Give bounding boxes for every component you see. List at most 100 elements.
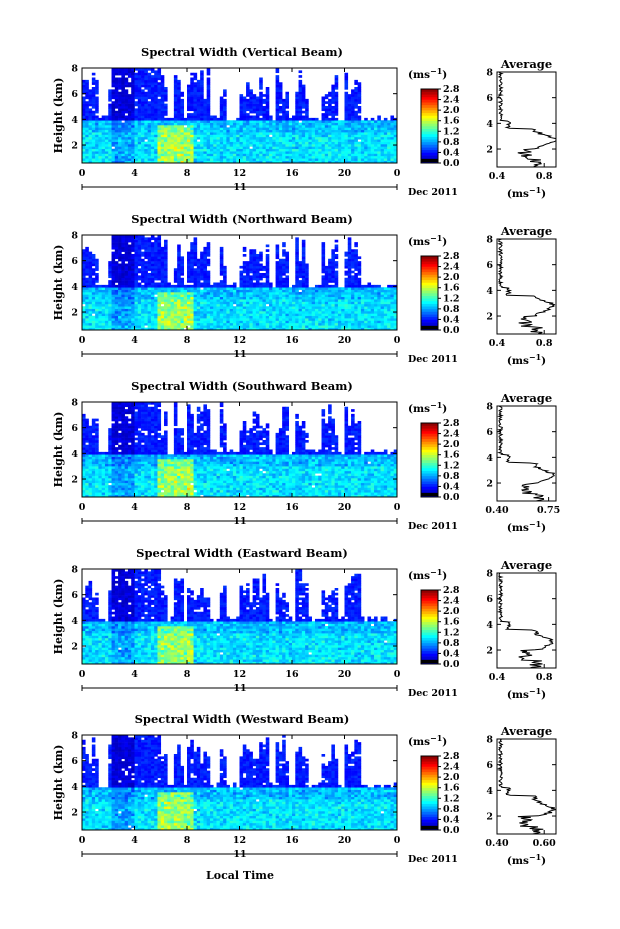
- heatmap-cell: [347, 134, 352, 138]
- heatmap-cell: [118, 242, 122, 245]
- heatmap-cell: [278, 311, 283, 314]
- heatmap-cell: [150, 127, 155, 131]
- heatmap-cell: [196, 144, 201, 147]
- heatmap-cell: [98, 160, 102, 164]
- heatmap-cell: [295, 322, 299, 326]
- heatmap-cell: [275, 246, 280, 250]
- heatmap-cell: [226, 325, 230, 328]
- heatmap-cell: [114, 249, 119, 252]
- heatmap-cell: [232, 146, 237, 150]
- heatmap-cell: [200, 136, 204, 140]
- heatmap-cell: [173, 268, 178, 271]
- heatmap-cell: [318, 132, 322, 135]
- heatmap-cell: [160, 246, 165, 250]
- heatmap-cell: [173, 89, 178, 93]
- heatmap-cell: [203, 287, 207, 290]
- heatmap-cell: [216, 160, 221, 164]
- heatmap-cell: [226, 155, 230, 159]
- heatmap-cell: [190, 318, 194, 321]
- heatmap-cell: [170, 153, 175, 157]
- heatmap-cell: [101, 318, 106, 321]
- heatmap-cell: [301, 306, 306, 309]
- heatmap-cell: [275, 268, 280, 271]
- heatmap-cell: [114, 242, 119, 245]
- heatmap-cell: [164, 125, 168, 128]
- heatmap-cell: [147, 273, 152, 276]
- heatmap-cell: [275, 256, 280, 260]
- heatmap-cell: [229, 132, 234, 135]
- heatmap-cell: [131, 94, 135, 97]
- colorbar-segment: [421, 118, 438, 122]
- heatmap-cell: [226, 132, 230, 135]
- heatmap-cell: [357, 122, 362, 126]
- heatmap-cell: [275, 103, 280, 107]
- heatmap-cell: [147, 306, 152, 309]
- heatmap-cell: [127, 94, 132, 97]
- heatmap-cell: [88, 273, 93, 276]
- heatmap-cell: [232, 139, 237, 142]
- heatmap-cell: [118, 101, 122, 104]
- heatmap-cell: [351, 141, 355, 145]
- heatmap-cell: [255, 277, 260, 281]
- heatmap-cell: [236, 117, 240, 121]
- heatmap-cell: [311, 125, 316, 128]
- heatmap-cell: [108, 261, 112, 264]
- heatmap-cell: [118, 87, 122, 90]
- heatmap-cell: [206, 261, 211, 264]
- heatmap-cell: [331, 117, 335, 121]
- heatmap-cell: [334, 120, 339, 123]
- heatmap-cell: [134, 79, 139, 83]
- heatmap-cell: [180, 141, 185, 145]
- heatmap-cell: [213, 120, 217, 123]
- heatmap-cell: [239, 270, 244, 274]
- heatmap-cell: [305, 153, 309, 157]
- heatmap-cell: [134, 308, 139, 312]
- heatmap-cell: [278, 282, 283, 286]
- heatmap-cell: [170, 292, 175, 295]
- heatmap-cell: [259, 106, 263, 109]
- heatmap-cell: [114, 77, 119, 81]
- heatmap-cell: [177, 322, 181, 326]
- x-tick-label: 4: [131, 168, 138, 179]
- heatmap-cell: [137, 320, 142, 324]
- heatmap-cell: [239, 110, 244, 114]
- heatmap-cell: [111, 244, 116, 248]
- heatmap-cell: [144, 72, 148, 76]
- heatmap-cell: [308, 132, 312, 135]
- heatmap-cell: [285, 254, 290, 257]
- heatmap-cell: [246, 134, 250, 138]
- heatmap-cell: [354, 91, 358, 95]
- heatmap-cell: [157, 237, 162, 241]
- heatmap-cell: [275, 96, 280, 100]
- heatmap-cell: [187, 299, 191, 302]
- heatmap-cell: [101, 117, 106, 121]
- heatmap-cell: [173, 84, 178, 88]
- heatmap-cell: [127, 294, 132, 298]
- heatmap-cell: [137, 301, 142, 305]
- heatmap-cell: [190, 151, 194, 154]
- heatmap-cell: [127, 301, 132, 305]
- heatmap-cell: [82, 313, 86, 317]
- colorbar-segment: [421, 144, 438, 148]
- heatmap-cell: [91, 134, 96, 138]
- heatmap-cell: [104, 129, 109, 133]
- heatmap-cell: [160, 318, 165, 321]
- heatmap-cell: [347, 98, 352, 102]
- heatmap-cell: [127, 315, 132, 319]
- heatmap-cell: [167, 148, 171, 152]
- heatmap-cell: [272, 303, 276, 307]
- heatmap-cell: [246, 122, 250, 126]
- heatmap-cell: [121, 146, 125, 150]
- heatmap-cell: [305, 141, 309, 145]
- heatmap-cell: [219, 98, 224, 102]
- heatmap-cell: [82, 251, 86, 255]
- heatmap-cell: [308, 292, 312, 295]
- heatmap-cell: [219, 110, 224, 114]
- heatmap-cell: [298, 106, 303, 109]
- heatmap-cell: [193, 108, 198, 112]
- heatmap-cell: [314, 148, 319, 152]
- heatmap-cell: [88, 113, 93, 116]
- heatmap-cell: [82, 275, 86, 279]
- heatmap-cell: [206, 89, 211, 93]
- heatmap-cell: [216, 122, 221, 126]
